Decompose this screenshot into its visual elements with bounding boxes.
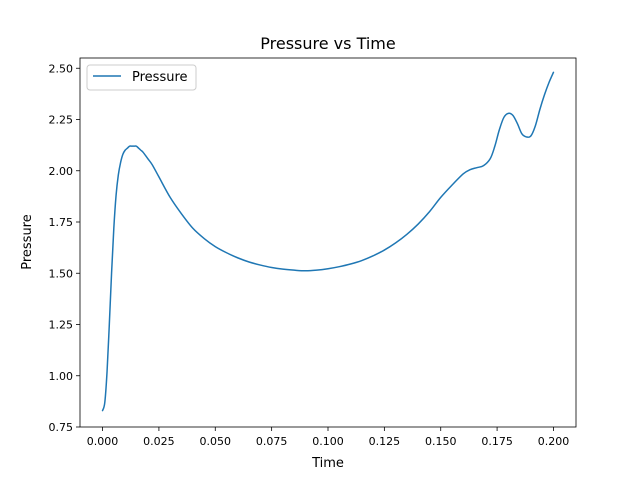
x-tick-label: 0.075 bbox=[256, 435, 288, 448]
y-tick-label: 2.50 bbox=[49, 62, 74, 75]
x-tick-label: 0.200 bbox=[538, 435, 570, 448]
legend: Pressure bbox=[87, 65, 196, 90]
plot-area bbox=[80, 58, 576, 427]
x-tick-label: 0.125 bbox=[369, 435, 401, 448]
y-tick-label: 1.00 bbox=[49, 370, 74, 383]
chart-title: Pressure vs Time bbox=[260, 34, 395, 53]
y-tick-label: 0.75 bbox=[49, 421, 74, 434]
y-tick-label: 1.75 bbox=[49, 216, 74, 229]
x-tick-label: 0.025 bbox=[143, 435, 175, 448]
x-tick-label: 0.150 bbox=[425, 435, 457, 448]
y-tick-label: 2.00 bbox=[49, 165, 74, 178]
x-tick-label: 0.000 bbox=[87, 435, 119, 448]
x-axis-ticks: 0.000 0.025 0.050 0.075 0.100 0.125 0.150 0.175… bbox=[87, 427, 569, 448]
x-tick-label: 0.175 bbox=[481, 435, 513, 448]
legend-label-pressure: Pressure bbox=[132, 70, 188, 85]
x-tick-label: 0.100 bbox=[312, 435, 344, 448]
x-axis-label: Time bbox=[311, 456, 344, 471]
y-tick-label: 2.25 bbox=[49, 114, 74, 127]
y-tick-label: 1.25 bbox=[49, 319, 74, 332]
y-axis-label: Pressure bbox=[20, 214, 35, 270]
y-tick-label: 1.50 bbox=[49, 267, 74, 280]
x-tick-label: 0.050 bbox=[200, 435, 232, 448]
